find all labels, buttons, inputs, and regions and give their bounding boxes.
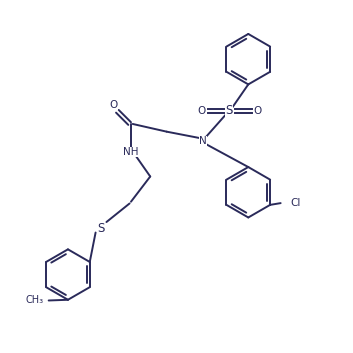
Text: NH: NH: [123, 147, 139, 157]
Text: O: O: [253, 106, 262, 116]
Text: CH₃: CH₃: [25, 295, 43, 305]
Text: S: S: [225, 104, 233, 117]
Text: N: N: [199, 136, 207, 146]
Text: Cl: Cl: [290, 198, 300, 208]
Text: O: O: [109, 100, 118, 110]
Text: O: O: [198, 106, 206, 116]
Text: S: S: [97, 222, 105, 235]
